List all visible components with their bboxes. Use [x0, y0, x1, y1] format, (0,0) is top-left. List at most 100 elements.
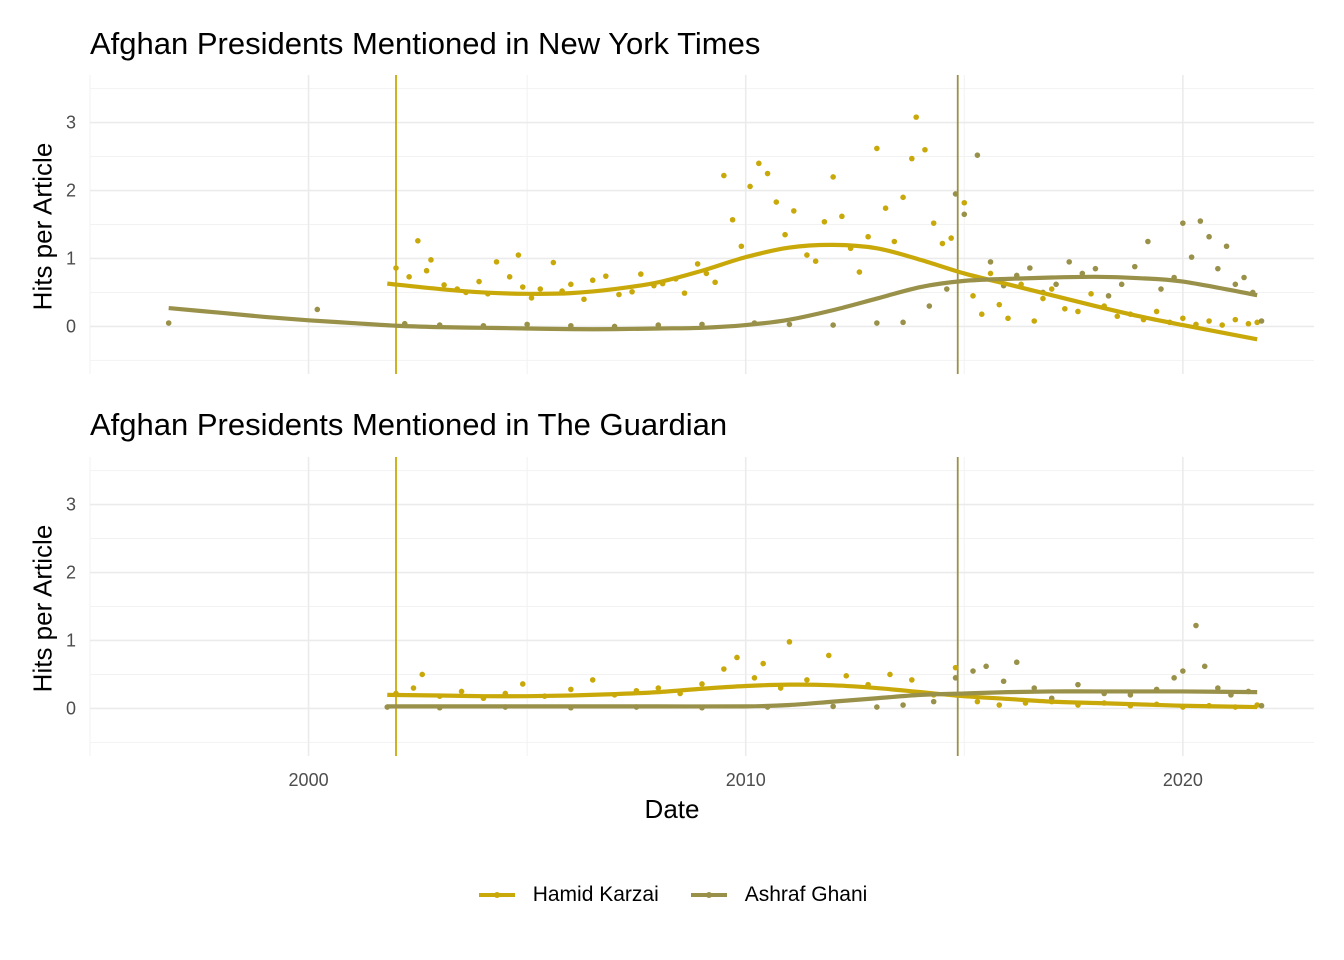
point-karzai-guardian: [909, 677, 915, 683]
point-ghani-nyt: [1241, 275, 1247, 281]
point-karzai-nyt: [441, 282, 447, 288]
legend-label-karzai: Hamid Karzai: [533, 883, 659, 907]
point-karzai-nyt: [1180, 315, 1186, 321]
y-axis-label-nyt: Hits per Article: [28, 137, 59, 317]
point-ghani-nyt: [874, 320, 880, 326]
point-ghani-nyt: [1027, 265, 1033, 271]
x-tick-label: 2010: [726, 770, 766, 790]
point-karzai-nyt: [1219, 322, 1225, 328]
point-ghani-nyt: [1259, 318, 1265, 324]
x-tick-label: 2020: [1163, 770, 1203, 790]
point-ghani-nyt: [1233, 282, 1239, 288]
point-ghani-nyt: [1066, 259, 1072, 265]
point-karzai-nyt: [1049, 286, 1055, 292]
point-karzai-guardian: [975, 699, 981, 705]
point-ghani-nyt: [1180, 220, 1186, 226]
y-tick-label-nyt: 0: [66, 316, 76, 336]
point-karzai-nyt: [616, 292, 622, 298]
point-karzai-nyt: [1206, 318, 1212, 324]
point-karzai-guardian: [787, 639, 793, 645]
point-karzai-guardian: [734, 655, 740, 661]
point-ghani-nyt: [315, 307, 321, 313]
point-ghani-guardian: [1001, 678, 1007, 684]
point-karzai-nyt: [1154, 309, 1160, 315]
point-karzai-guardian: [843, 673, 849, 679]
point-karzai-nyt: [961, 200, 967, 206]
point-ghani-nyt: [830, 322, 836, 328]
point-karzai-nyt: [551, 260, 557, 266]
point-ghani-guardian: [1014, 659, 1020, 665]
point-karzai-nyt: [682, 290, 688, 296]
point-ghani-guardian: [1193, 623, 1199, 629]
point-ghani-nyt: [900, 320, 906, 326]
point-karzai-nyt: [712, 279, 718, 285]
point-karzai-nyt: [428, 257, 434, 263]
point-karzai-nyt: [1062, 306, 1068, 312]
point-ghani-guardian: [1202, 664, 1208, 670]
point-ghani-nyt: [1053, 282, 1059, 288]
point-karzai-nyt: [791, 208, 797, 214]
legend-label-ghani: Ashraf Ghani: [745, 883, 868, 907]
point-ghani-guardian: [1259, 703, 1265, 709]
point-ghani-nyt: [1198, 218, 1204, 224]
point-ghani-nyt: [1189, 254, 1195, 260]
point-ghani-guardian: [1075, 682, 1081, 688]
point-karzai-nyt: [996, 302, 1002, 308]
legend: Hamid Karzai Ashraf Ghani: [0, 880, 1344, 910]
point-karzai-guardian: [699, 681, 705, 687]
y-tick-label-guardian: 0: [66, 698, 76, 718]
point-karzai-nyt: [1246, 321, 1252, 327]
point-karzai-nyt: [406, 274, 412, 280]
point-ghani-guardian: [970, 668, 976, 674]
point-ghani-nyt: [944, 286, 950, 292]
point-karzai-nyt: [988, 271, 994, 277]
point-ghani-guardian: [900, 702, 906, 708]
point-karzai-nyt: [931, 220, 937, 226]
point-ghani-nyt: [1206, 234, 1212, 240]
point-karzai-nyt: [900, 195, 906, 201]
point-karzai-nyt: [979, 311, 985, 317]
point-karzai-nyt: [393, 265, 399, 271]
point-karzai-nyt: [1005, 315, 1011, 321]
y-tick-label-guardian: 1: [66, 630, 76, 650]
point-karzai-nyt: [568, 282, 574, 288]
point-karzai-nyt: [830, 174, 836, 180]
y-tick-label-nyt: 1: [66, 248, 76, 268]
point-karzai-nyt: [424, 268, 430, 274]
point-karzai-nyt: [581, 296, 587, 302]
point-karzai-nyt: [507, 274, 513, 280]
x-tick-label: 2000: [289, 770, 329, 790]
y-tick-label-nyt: 3: [66, 113, 76, 133]
point-ghani-nyt: [927, 303, 933, 309]
y-tick-label-nyt: 2: [66, 181, 76, 201]
point-karzai-guardian: [568, 687, 574, 693]
point-karzai-guardian: [887, 672, 893, 678]
point-karzai-nyt: [520, 284, 526, 290]
point-karzai-nyt: [1075, 309, 1081, 315]
point-karzai-nyt: [922, 147, 928, 153]
point-karzai-nyt: [774, 199, 780, 205]
point-karzai-nyt: [516, 252, 522, 258]
point-karzai-nyt: [747, 184, 753, 190]
point-ghani-guardian: [931, 699, 937, 705]
point-karzai-nyt: [1088, 291, 1094, 297]
legend-item-karzai: Hamid Karzai: [477, 880, 659, 910]
point-ghani-guardian: [1180, 668, 1186, 674]
point-karzai-nyt: [782, 232, 788, 238]
point-karzai-nyt: [721, 173, 727, 179]
point-ghani-guardian: [830, 704, 836, 710]
point-karzai-guardian: [459, 689, 465, 695]
point-karzai-nyt: [756, 161, 762, 167]
point-karzai-nyt: [629, 289, 635, 295]
point-ghani-guardian: [874, 704, 880, 710]
point-karzai-nyt: [476, 279, 482, 285]
smooth-line-ghani-nyt: [169, 277, 1257, 329]
point-karzai-guardian: [953, 665, 959, 671]
point-karzai-nyt: [813, 258, 819, 264]
point-karzai-nyt: [415, 238, 421, 244]
point-karzai-guardian: [419, 672, 425, 678]
point-karzai-nyt: [940, 241, 946, 247]
point-karzai-nyt: [730, 217, 736, 223]
legend-key-karzai: [477, 880, 517, 910]
